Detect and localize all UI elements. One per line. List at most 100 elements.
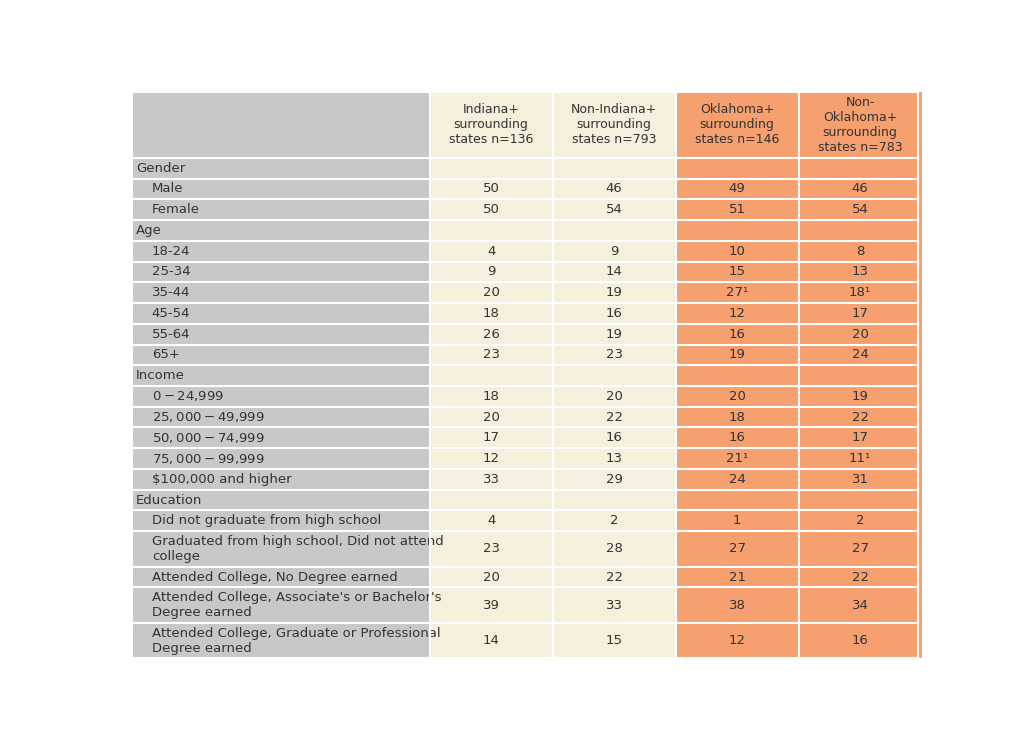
Bar (553, 531, 676, 567)
Text: 20: 20 (729, 390, 745, 403)
Bar (676, 178, 799, 199)
Bar (430, 303, 553, 324)
Bar (132, 199, 430, 220)
Text: 26: 26 (482, 328, 500, 340)
Bar (430, 427, 553, 448)
Text: 20: 20 (605, 390, 623, 403)
Bar (676, 345, 799, 366)
Text: 16: 16 (605, 307, 623, 320)
Bar (132, 427, 430, 448)
Text: 39: 39 (482, 599, 500, 611)
Text: 49: 49 (729, 183, 745, 195)
Text: 29: 29 (605, 473, 623, 486)
Text: 28: 28 (605, 542, 623, 556)
Bar (676, 282, 799, 303)
Text: 46: 46 (606, 183, 623, 195)
Bar (676, 262, 799, 282)
Text: 23: 23 (482, 348, 500, 361)
Bar (132, 490, 430, 510)
Text: $100,000 and higher: $100,000 and higher (152, 473, 292, 486)
Text: 18: 18 (482, 390, 500, 403)
Bar (676, 199, 799, 220)
Text: 38: 38 (729, 599, 745, 611)
Bar (676, 324, 799, 345)
Bar (132, 241, 430, 262)
Text: 19: 19 (605, 286, 623, 299)
Text: 18-24: 18-24 (152, 244, 190, 258)
Bar (553, 567, 676, 588)
Bar (430, 567, 553, 588)
Bar (799, 199, 922, 220)
Bar (430, 469, 553, 490)
Bar (553, 510, 676, 531)
Bar (799, 490, 922, 510)
Bar (676, 92, 799, 158)
Bar (132, 178, 430, 199)
Text: 65+: 65+ (152, 348, 179, 361)
Text: 21¹: 21¹ (726, 452, 749, 465)
Bar (799, 282, 922, 303)
Bar (799, 241, 922, 262)
Bar (799, 427, 922, 448)
Text: 22: 22 (605, 571, 623, 583)
Bar (553, 199, 676, 220)
Text: 22: 22 (852, 571, 868, 583)
Text: 16: 16 (729, 328, 745, 340)
Bar (132, 406, 430, 427)
Text: 22: 22 (605, 411, 623, 424)
Bar (132, 345, 430, 366)
Bar (799, 366, 922, 386)
Bar (676, 366, 799, 386)
Bar (676, 510, 799, 531)
Text: 2: 2 (610, 514, 618, 528)
Bar (430, 241, 553, 262)
Text: 19: 19 (605, 328, 623, 340)
Text: 15: 15 (605, 635, 623, 647)
Bar (553, 282, 676, 303)
Bar (430, 448, 553, 469)
Bar (799, 303, 922, 324)
Text: 2: 2 (856, 514, 864, 528)
Text: 24: 24 (729, 473, 745, 486)
Bar (430, 490, 553, 510)
Bar (676, 623, 799, 658)
Text: 33: 33 (605, 599, 623, 611)
Text: 25-34: 25-34 (152, 265, 190, 279)
Bar (553, 262, 676, 282)
Text: 4: 4 (486, 244, 496, 258)
Bar (132, 510, 430, 531)
Text: 9: 9 (486, 265, 496, 279)
Text: 15: 15 (729, 265, 745, 279)
Bar (676, 241, 799, 262)
Bar (430, 262, 553, 282)
Bar (132, 623, 430, 658)
Bar (799, 220, 922, 241)
Bar (553, 490, 676, 510)
Text: Female: Female (152, 203, 200, 216)
Bar (799, 531, 922, 567)
Text: 22: 22 (852, 411, 868, 424)
Bar (553, 345, 676, 366)
Bar (676, 303, 799, 324)
Bar (553, 303, 676, 324)
Bar (132, 531, 430, 567)
Text: Graduated from high school, Did not attend
college: Graduated from high school, Did not atte… (152, 535, 443, 563)
Text: 20: 20 (482, 411, 500, 424)
Bar (799, 158, 922, 178)
Bar (132, 469, 430, 490)
Text: 13: 13 (852, 265, 868, 279)
Bar (430, 158, 553, 178)
Bar (553, 324, 676, 345)
Text: $50,000-$74,999: $50,000-$74,999 (152, 431, 264, 445)
Text: 24: 24 (852, 348, 868, 361)
Bar (132, 220, 430, 241)
Text: 35-44: 35-44 (152, 286, 190, 299)
Text: 31: 31 (852, 473, 868, 486)
Text: 12: 12 (482, 452, 500, 465)
Bar (553, 427, 676, 448)
Bar (553, 178, 676, 199)
Text: 20: 20 (852, 328, 868, 340)
Bar (132, 324, 430, 345)
Bar (430, 220, 553, 241)
Text: 16: 16 (729, 432, 745, 444)
